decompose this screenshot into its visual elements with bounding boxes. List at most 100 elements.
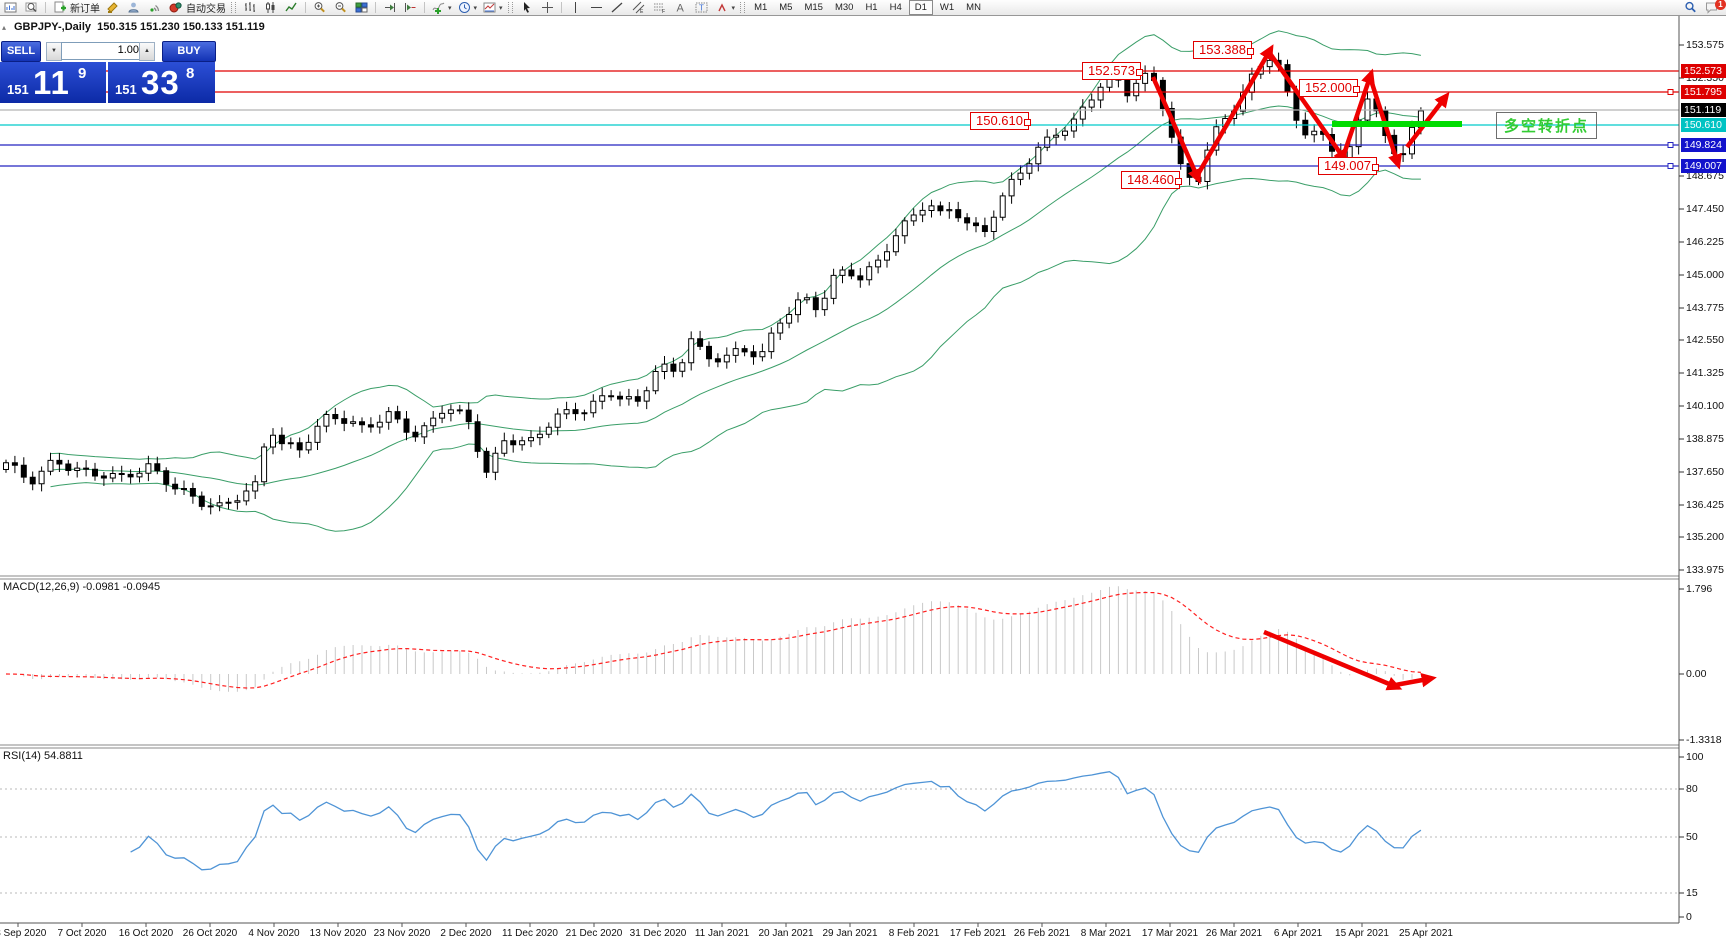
zoom-out-icon[interactable] bbox=[330, 1, 351, 15]
sell-button[interactable]: SELL bbox=[1, 41, 41, 62]
new-order-label: 新订单 bbox=[70, 4, 100, 15]
signal-icon[interactable] bbox=[144, 1, 165, 15]
zoom-in-icon[interactable] bbox=[309, 1, 330, 15]
price-annotation-label[interactable]: 150.610 bbox=[970, 112, 1031, 130]
buy-price-button[interactable]: 151 33 8 bbox=[108, 62, 215, 103]
price-annotation-label[interactable]: 148.460 bbox=[1121, 171, 1182, 189]
buy-button[interactable]: BUY bbox=[162, 41, 216, 62]
date-axis-label: 16 Oct 2020 bbox=[118, 928, 174, 939]
timeframe-h1[interactable]: H1 bbox=[865, 2, 878, 13]
timeframe-d1[interactable]: D1 bbox=[908, 0, 933, 15]
volume-increase-button[interactable]: ▲ bbox=[139, 42, 155, 61]
red-trend-arrow[interactable] bbox=[1389, 673, 1437, 689]
volume-decrease-button[interactable]: ▼ bbox=[46, 42, 62, 61]
price-axis-tick: 146.225 bbox=[1686, 236, 1724, 248]
red-trend-arrow[interactable] bbox=[1267, 50, 1349, 165]
timeframe-w1[interactable]: W1 bbox=[939, 2, 955, 13]
price-annotation-label[interactable]: 152.573 bbox=[1082, 62, 1143, 80]
chat-badge: 1 bbox=[1715, 0, 1726, 10]
one-click-trading-panel: SELL ▼ 1.00 ▲ BUY 151 11 9 151 33 8 bbox=[0, 40, 216, 103]
profile-icon[interactable] bbox=[123, 1, 144, 15]
arrows-tool-icon[interactable]: ▾ bbox=[712, 1, 738, 15]
label-anchor-handle[interactable] bbox=[1136, 68, 1143, 76]
label-anchor-handle[interactable] bbox=[1247, 47, 1254, 55]
price-axis-tick: 80 bbox=[1686, 783, 1698, 795]
line-drag-handle[interactable] bbox=[1667, 163, 1674, 169]
red-trend-arrow[interactable] bbox=[1367, 76, 1402, 170]
price-axis-tick: 148.675 bbox=[1686, 170, 1724, 182]
label-anchor-handle[interactable] bbox=[1353, 85, 1360, 93]
line-drag-handle[interactable] bbox=[1667, 142, 1674, 148]
timeframe-mn[interactable]: MN bbox=[966, 2, 981, 13]
trendline-tool-icon[interactable] bbox=[607, 1, 628, 15]
bar-chart-type-icon[interactable] bbox=[239, 1, 260, 15]
cursor-tool-icon[interactable] bbox=[516, 1, 537, 15]
price-annotation-label[interactable]: 149.007 bbox=[1318, 157, 1379, 175]
timeframe-group: M1 M5 M15 M30 H1 H4 D1 W1 MN bbox=[748, 0, 987, 15]
symbol-period: GBPJPY-,Daily bbox=[14, 21, 92, 33]
auto-scroll-icon[interactable] bbox=[379, 1, 400, 15]
red-trend-arrow[interactable] bbox=[1150, 76, 1202, 185]
svg-text:F: F bbox=[662, 9, 665, 14]
date-axis-label: 28 Sep 2020 bbox=[0, 928, 47, 939]
label-anchor-handle[interactable] bbox=[1024, 118, 1031, 126]
periods-clock-icon[interactable]: ▾ bbox=[454, 1, 480, 15]
chart-window-icon[interactable] bbox=[0, 1, 21, 15]
zoom-chart-icon[interactable] bbox=[21, 1, 42, 15]
timeframe-h4[interactable]: H4 bbox=[889, 2, 902, 13]
chart-shift-icon[interactable] bbox=[400, 1, 421, 15]
text-label-tool-icon[interactable]: T bbox=[691, 1, 712, 15]
hline-tool-icon[interactable] bbox=[586, 1, 607, 15]
channel-tool-icon[interactable]: E bbox=[628, 1, 649, 15]
date-axis-label: 15 Apr 2021 bbox=[1335, 928, 1389, 939]
svg-text:A: A bbox=[676, 3, 684, 15]
candle-chart-type-icon[interactable] bbox=[260, 1, 281, 15]
timeframe-m1[interactable]: M1 bbox=[754, 2, 768, 13]
timeframe-m15[interactable]: M15 bbox=[804, 2, 823, 13]
red-trend-arrow[interactable] bbox=[1263, 629, 1403, 691]
templates-icon[interactable]: ▾ bbox=[479, 1, 505, 15]
line-chart-type-icon[interactable] bbox=[281, 1, 302, 15]
search-icon[interactable] bbox=[1680, 1, 1701, 15]
price-axis-badge: 150.610 bbox=[1681, 118, 1726, 132]
price-axis-badge: 149.007 bbox=[1681, 159, 1726, 173]
label-anchor-handle[interactable] bbox=[1372, 163, 1379, 171]
auto-trading-button[interactable]: 自动交易 bbox=[165, 1, 228, 15]
red-trend-arrow[interactable] bbox=[1195, 44, 1274, 178]
turning-point-note[interactable]: 多空转折点 bbox=[1496, 112, 1598, 139]
indicators-add-icon[interactable]: ▾ bbox=[428, 1, 454, 15]
vline-tool-icon[interactable] bbox=[565, 1, 586, 15]
sell-price-button[interactable]: 151 11 9 bbox=[0, 62, 106, 103]
ask-prefix: 151 bbox=[115, 82, 137, 97]
timeframe-m30[interactable]: M30 bbox=[834, 2, 854, 13]
red-trend-arrow[interactable] bbox=[1340, 68, 1375, 158]
text-tool-icon[interactable]: A bbox=[670, 1, 691, 15]
panel-collapse-icon[interactable]: ▴ bbox=[2, 23, 7, 32]
bid-big: 11 bbox=[33, 64, 70, 101]
price-annotation-label[interactable]: 153.388 bbox=[1193, 41, 1254, 59]
price-axis-tick: 1.796 bbox=[1686, 583, 1713, 595]
chat-notifications-button[interactable]: 1 bbox=[1701, 0, 1726, 15]
price-axis-tick: 137.650 bbox=[1686, 466, 1724, 478]
price-axis-tick: 145.000 bbox=[1686, 269, 1724, 281]
label-anchor-handle[interactable] bbox=[1175, 177, 1182, 185]
green-level-bar[interactable] bbox=[1332, 121, 1462, 127]
ask-sup: 8 bbox=[186, 65, 195, 82]
line-drag-handle[interactable] bbox=[1667, 89, 1674, 95]
date-axis-label: 26 Feb 2021 bbox=[1013, 928, 1071, 939]
crosshair-tool-icon[interactable] bbox=[537, 1, 558, 15]
date-axis-label: 17 Feb 2021 bbox=[949, 928, 1007, 939]
date-axis-label: 2 Dec 2020 bbox=[440, 928, 492, 939]
new-order-button[interactable]: 新订单 bbox=[49, 1, 102, 15]
timeframe-m5[interactable]: M5 bbox=[779, 2, 793, 13]
styler-icon[interactable] bbox=[102, 1, 123, 15]
ask-big: 33 bbox=[141, 64, 180, 101]
price-annotation-label[interactable]: 152.000 bbox=[1299, 79, 1360, 97]
tile-windows-icon[interactable] bbox=[351, 1, 372, 15]
fibo-tool-icon[interactable]: F bbox=[649, 1, 670, 15]
price-axis-tick: 140.100 bbox=[1686, 400, 1724, 412]
price-axis-tick: 143.775 bbox=[1686, 302, 1724, 314]
date-axis-label: 7 Oct 2020 bbox=[57, 928, 107, 939]
volume-input[interactable]: 1.00 bbox=[61, 42, 144, 60]
